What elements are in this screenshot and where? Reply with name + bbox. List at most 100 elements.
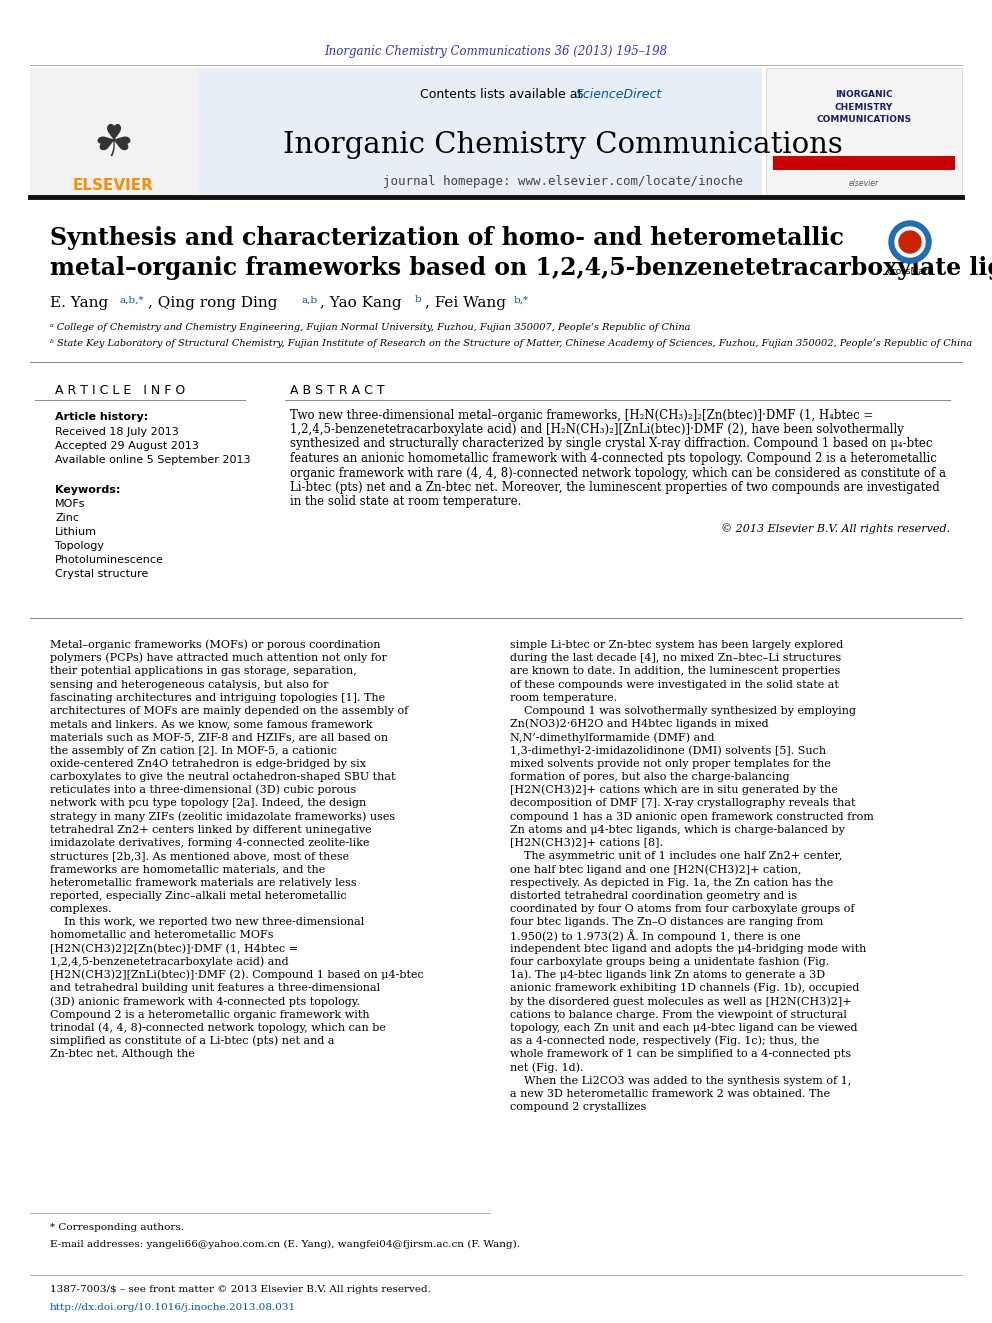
Text: frameworks are homometallic materials, and the: frameworks are homometallic materials, a… [50,864,325,875]
Text: Two new three-dimensional metal–organic frameworks, [H₂N(CH₃)₂]₂[Zn(btec)]·DMF (: Two new three-dimensional metal–organic … [290,409,873,422]
Text: a new 3D heterometallic framework 2 was obtained. The: a new 3D heterometallic framework 2 was … [510,1089,830,1099]
Text: A B S T R A C T: A B S T R A C T [290,384,385,397]
Text: fascinating architectures and intriguing topologies [1]. The: fascinating architectures and intriguing… [50,693,385,703]
Text: formation of pores, but also the charge-balancing: formation of pores, but also the charge-… [510,773,790,782]
Text: b,*: b,* [514,295,529,304]
Text: simple Li-btec or Zn-btec system has been largely explored: simple Li-btec or Zn-btec system has bee… [510,640,843,650]
Text: , Yao Kang: , Yao Kang [320,296,402,310]
Text: simplified as constitute of a Li-btec (pts) net and a: simplified as constitute of a Li-btec (p… [50,1036,334,1046]
Text: metal–organic frameworks based on 1,2,4,5-benzenetetracarboxylate ligand: metal–organic frameworks based on 1,2,4,… [50,255,992,280]
Text: 1a). The μ4-btec ligands link Zn atoms to generate a 3D: 1a). The μ4-btec ligands link Zn atoms t… [510,970,825,980]
Text: during the last decade [4], no mixed Zn–btec–Li structures: during the last decade [4], no mixed Zn–… [510,654,841,663]
Text: one half btec ligand and one [H2N(CH3)2]+ cation,: one half btec ligand and one [H2N(CH3)2]… [510,864,802,875]
Text: Zinc: Zinc [55,513,79,523]
Text: materials such as MOF-5, ZIF-8 and HZIFs, are all based on: materials such as MOF-5, ZIF-8 and HZIFs… [50,733,388,742]
Text: Metal–organic frameworks (MOFs) or porous coordination: Metal–organic frameworks (MOFs) or porou… [50,640,381,651]
Text: complexes.: complexes. [50,904,113,914]
Text: , Qing rong Ding: , Qing rong Ding [148,296,278,310]
Text: (3D) anionic framework with 4-connected pts topology.: (3D) anionic framework with 4-connected … [50,996,360,1007]
Text: reticulates into a three-dimensional (3D) cubic porous: reticulates into a three-dimensional (3D… [50,785,356,795]
Text: The asymmetric unit of 1 includes one half Zn2+ center,: The asymmetric unit of 1 includes one ha… [510,851,842,861]
Text: and tetrahedral building unit features a three-dimensional: and tetrahedral building unit features a… [50,983,380,994]
Text: by the disordered guest molecules as well as [H2N(CH3)2]+: by the disordered guest molecules as wel… [510,996,851,1007]
Text: room temperature.: room temperature. [510,693,617,703]
Text: CrossMark: CrossMark [887,267,933,277]
Text: mixed solvents provide not only proper templates for the: mixed solvents provide not only proper t… [510,759,830,769]
Text: Zn atoms and μ4-btec ligands, which is charge-balanced by: Zn atoms and μ4-btec ligands, which is c… [510,824,845,835]
Text: Topology: Topology [55,541,104,550]
Text: Compound 2 is a heterometallic organic framework with: Compound 2 is a heterometallic organic f… [50,1009,370,1020]
Text: tetrahedral Zn2+ centers linked by different uninegative: tetrahedral Zn2+ centers linked by diffe… [50,824,372,835]
Text: [H2N(CH3)2]+ cations [8].: [H2N(CH3)2]+ cations [8]. [510,837,663,848]
Text: MOFs: MOFs [55,499,85,509]
Text: * Corresponding authors.: * Corresponding authors. [50,1224,184,1233]
Text: reported, especially Zinc–alkali metal heterometallic: reported, especially Zinc–alkali metal h… [50,890,347,901]
Text: Li-btec (pts) net and a Zn-btec net. Moreover, the luminescent properties of two: Li-btec (pts) net and a Zn-btec net. Mor… [290,482,939,493]
Text: topology, each Zn unit and each μ4-btec ligand can be viewed: topology, each Zn unit and each μ4-btec … [510,1023,857,1033]
Text: ᵃ College of Chemistry and Chemistry Engineering, Fujian Normal University, Fuzh: ᵃ College of Chemistry and Chemistry Eng… [50,323,690,332]
Text: sensing and heterogeneous catalysis, but also for: sensing and heterogeneous catalysis, but… [50,680,328,689]
Circle shape [889,221,931,263]
Text: http://dx.doi.org/10.1016/j.inoche.2013.08.031: http://dx.doi.org/10.1016/j.inoche.2013.… [50,1303,297,1311]
Text: 1,2,4,5-benzenetetracarboxylate acid) and: 1,2,4,5-benzenetetracarboxylate acid) an… [50,957,289,967]
Text: compound 1 has a 3D anionic open framework constructed from: compound 1 has a 3D anionic open framewo… [510,811,874,822]
Text: Accepted 29 August 2013: Accepted 29 August 2013 [55,441,198,451]
Text: polymers (PCPs) have attracted much attention not only for: polymers (PCPs) have attracted much atte… [50,654,387,663]
FancyBboxPatch shape [773,156,955,169]
Text: Received 18 July 2013: Received 18 July 2013 [55,427,179,437]
Text: When the Li2CO3 was added to the synthesis system of 1,: When the Li2CO3 was added to the synthes… [510,1076,851,1086]
Text: ᵇ State Key Laboratory of Structural Chemistry, Fujian Institute of Research on : ᵇ State Key Laboratory of Structural Che… [50,340,972,348]
Text: 1.950(2) to 1.973(2) Å. In compound 1, there is one: 1.950(2) to 1.973(2) Å. In compound 1, t… [510,929,801,942]
Text: Inorganic Chemistry Communications: Inorganic Chemistry Communications [283,131,843,159]
Text: distorted tetrahedral coordination geometry and is: distorted tetrahedral coordination geome… [510,890,798,901]
Text: net (Fig. 1d).: net (Fig. 1d). [510,1062,583,1073]
Text: four carboxylate groups being a unidentate fashion (Fig.: four carboxylate groups being a unidenta… [510,957,829,967]
Text: coordinated by four O atoms from four carboxylate groups of: coordinated by four O atoms from four ca… [510,904,854,914]
FancyBboxPatch shape [30,67,762,194]
Text: ELSEVIER: ELSEVIER [72,179,154,193]
Text: E. Yang: E. Yang [50,296,108,310]
Text: Lithium: Lithium [55,527,97,537]
Text: Inorganic Chemistry Communications 36 (2013) 195–198: Inorganic Chemistry Communications 36 (2… [324,45,668,58]
Text: features an anionic homometallic framework with 4-connected pts topology. Compou: features an anionic homometallic framewo… [290,452,936,464]
Text: structures [2b,3]. As mentioned above, most of these: structures [2b,3]. As mentioned above, m… [50,851,349,861]
Text: b: b [415,295,422,304]
Text: their potential applications in gas storage, separation,: their potential applications in gas stor… [50,667,357,676]
Text: compound 2 crystallizes: compound 2 crystallizes [510,1102,647,1113]
Text: Compound 1 was solvothermally synthesized by employing: Compound 1 was solvothermally synthesize… [510,706,856,716]
Text: a,b: a,b [302,295,318,304]
Text: four btec ligands. The Zn–O distances are ranging from: four btec ligands. The Zn–O distances ar… [510,917,823,927]
Text: oxide-centered Zn4O tetrahedron is edge-bridged by six: oxide-centered Zn4O tetrahedron is edge-… [50,759,366,769]
Text: Synthesis and characterization of homo- and heterometallic: Synthesis and characterization of homo- … [50,226,844,250]
Text: a,b,*: a,b,* [120,295,145,304]
Text: [H2N(CH3)2]+ cations which are in situ generated by the: [H2N(CH3)2]+ cations which are in situ g… [510,785,838,795]
Text: © 2013 Elsevier B.V. All rights reserved.: © 2013 Elsevier B.V. All rights reserved… [721,523,950,534]
Text: whole framework of 1 can be simplified to a 4-connected pts: whole framework of 1 can be simplified t… [510,1049,851,1060]
Text: ☘: ☘ [93,122,133,164]
Text: Photoluminescence: Photoluminescence [55,556,164,565]
Circle shape [899,232,921,253]
FancyBboxPatch shape [30,67,198,194]
Text: network with pcu type topology [2a]. Indeed, the design: network with pcu type topology [2a]. Ind… [50,798,366,808]
Text: anionic framework exhibiting 1D channels (Fig. 1b), occupied: anionic framework exhibiting 1D channels… [510,983,859,994]
Text: in the solid state at room temperature.: in the solid state at room temperature. [290,496,522,508]
Text: organic framework with rare (4, 4, 8)-connected network topology, which can be c: organic framework with rare (4, 4, 8)-co… [290,467,946,479]
Text: strategy in many ZIFs (zeolitic imidazolate frameworks) uses: strategy in many ZIFs (zeolitic imidazol… [50,811,395,822]
Text: 1387-7003/$ – see front matter © 2013 Elsevier B.V. All rights reserved.: 1387-7003/$ – see front matter © 2013 El… [50,1286,431,1294]
Text: journal homepage: www.elsevier.com/locate/inoche: journal homepage: www.elsevier.com/locat… [383,176,743,188]
Text: trinodal (4, 4, 8)-connected network topology, which can be: trinodal (4, 4, 8)-connected network top… [50,1023,386,1033]
Text: heterometallic framework materials are relatively less: heterometallic framework materials are r… [50,877,357,888]
Text: the assembly of Zn cation [2]. In MOF-5, a cationic: the assembly of Zn cation [2]. In MOF-5,… [50,746,337,755]
Text: 1,3-dimethyl-2-imidazolidinone (DMI) solvents [5]. Such: 1,3-dimethyl-2-imidazolidinone (DMI) sol… [510,745,826,755]
Text: Zn(NO3)2·6H2O and H4btec ligands in mixed: Zn(NO3)2·6H2O and H4btec ligands in mixe… [510,718,769,729]
Text: 1,2,4,5-benzenetetracarboxylate acid) and [H₂N(CH₃)₂][ZnLi(btec)]·DMF (2), have : 1,2,4,5-benzenetetracarboxylate acid) an… [290,423,904,437]
Text: as a 4-connected node, respectively (Fig. 1c); thus, the: as a 4-connected node, respectively (Fig… [510,1036,819,1046]
Text: Available online 5 September 2013: Available online 5 September 2013 [55,455,251,464]
Text: imidazolate derivatives, forming 4-connected zeolite-like: imidazolate derivatives, forming 4-conne… [50,837,369,848]
Text: metals and linkers. As we know, some famous framework: metals and linkers. As we know, some fam… [50,720,373,729]
Text: elsevier: elsevier [849,180,879,188]
Text: [H2N(CH3)2][ZnLi(btec)]·DMF (2). Compound 1 based on μ4-btec: [H2N(CH3)2][ZnLi(btec)]·DMF (2). Compoun… [50,970,424,980]
Text: Keywords:: Keywords: [55,486,120,495]
Text: , Fei Wang: , Fei Wang [425,296,506,310]
Text: synthesized and structurally characterized by single crystal X-ray diffraction. : synthesized and structurally characteriz… [290,438,932,451]
